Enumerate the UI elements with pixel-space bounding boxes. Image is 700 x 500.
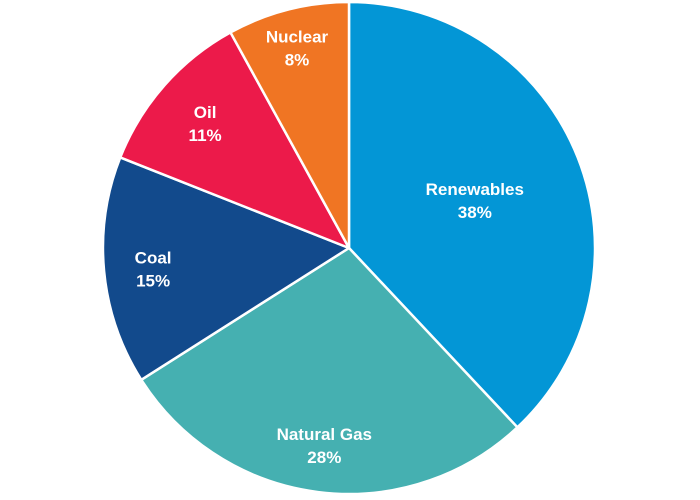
pie-slice-nuclear (229, 0, 351, 250)
slice-label-renewables: Renewables (426, 180, 524, 199)
pie-labels: Renewables 38% Natural Gas 28% Coal 15% Oil 11%… (135, 28, 524, 468)
slice-value-oil: 11% (189, 126, 222, 145)
slice-label-oil: Oil (194, 103, 217, 122)
slice-value-natural-gas: 28% (307, 448, 341, 467)
slice-value-coal: 15% (136, 272, 170, 291)
slice-label-nuclear: Nuclear (266, 28, 329, 47)
pie-slice-coal (101, 156, 351, 382)
pie-slice-oil (119, 31, 351, 250)
slice-value-nuclear: 8% (285, 51, 310, 70)
pie-slices (101, 0, 597, 496)
pie-slice-renewables (347, 0, 597, 429)
slice-value-renewables: 38% (458, 203, 492, 222)
pie-slice-natural-gas (140, 246, 519, 496)
slice-label-natural-gas: Natural Gas (277, 425, 372, 444)
slice-label-coal: Coal (135, 249, 172, 268)
